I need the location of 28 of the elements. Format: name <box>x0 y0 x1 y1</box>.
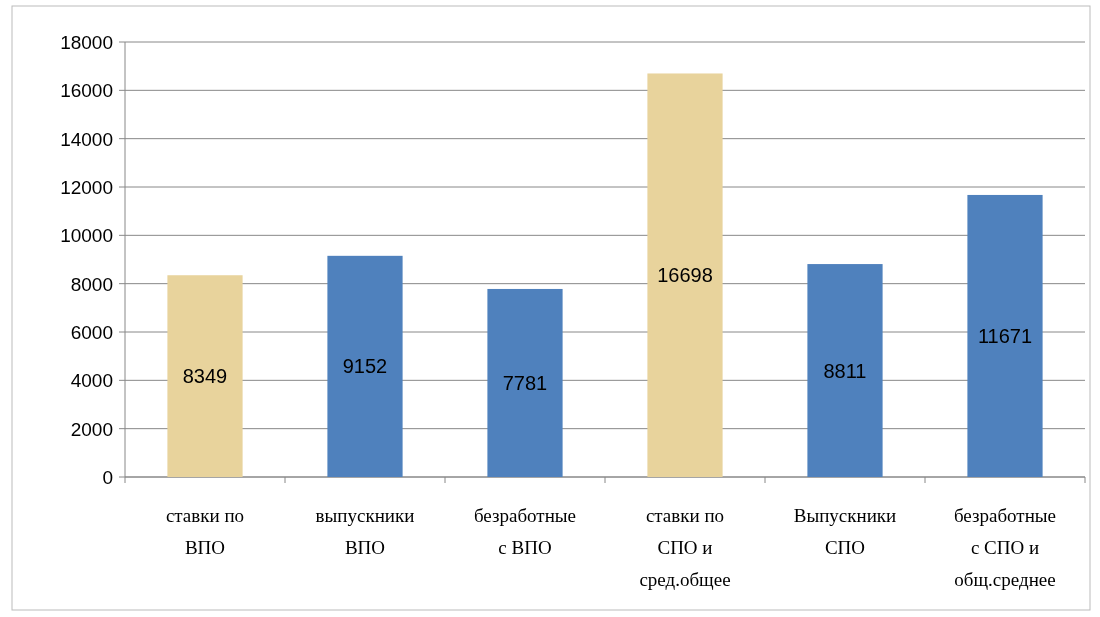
y-tick-label: 8000 <box>70 273 113 295</box>
x-tick-label: безработные с СПО и общ.среднее <box>953 505 1057 590</box>
bar <box>967 194 1043 477</box>
y-tick-label: 2000 <box>70 418 113 440</box>
y-tick-label: 18000 <box>60 32 113 53</box>
bar <box>647 73 723 477</box>
data-label: 11671 <box>977 324 1033 347</box>
data-label: 8349 <box>182 365 228 388</box>
bar <box>807 264 883 477</box>
x-tick-label: выпускники ВПО <box>315 505 415 558</box>
data-label: 7781 <box>502 371 548 394</box>
x-tick-label: безработные с ВПО <box>473 505 577 558</box>
bar <box>167 275 243 477</box>
y-tick-label: 10000 <box>60 225 113 247</box>
y-tick-label: 6000 <box>70 322 113 343</box>
x-tick-label: ставки по СПО и сред.общее <box>639 505 731 590</box>
x-tick-label: ставки по ВПО <box>165 505 245 558</box>
data-label: 8811 <box>823 359 867 382</box>
data-label: 9152 <box>342 355 388 378</box>
y-tick-label: 0 <box>102 467 113 488</box>
x-tick-label: Выпускники СПО <box>793 505 897 558</box>
y-tick-label: 14000 <box>60 128 113 150</box>
data-label: 16698 <box>657 264 713 287</box>
bar <box>487 288 563 477</box>
y-tick-label: 16000 <box>60 80 113 102</box>
y-tick-label: 4000 <box>70 370 113 392</box>
bar <box>327 255 403 477</box>
y-tick-label: 12000 <box>60 177 113 198</box>
